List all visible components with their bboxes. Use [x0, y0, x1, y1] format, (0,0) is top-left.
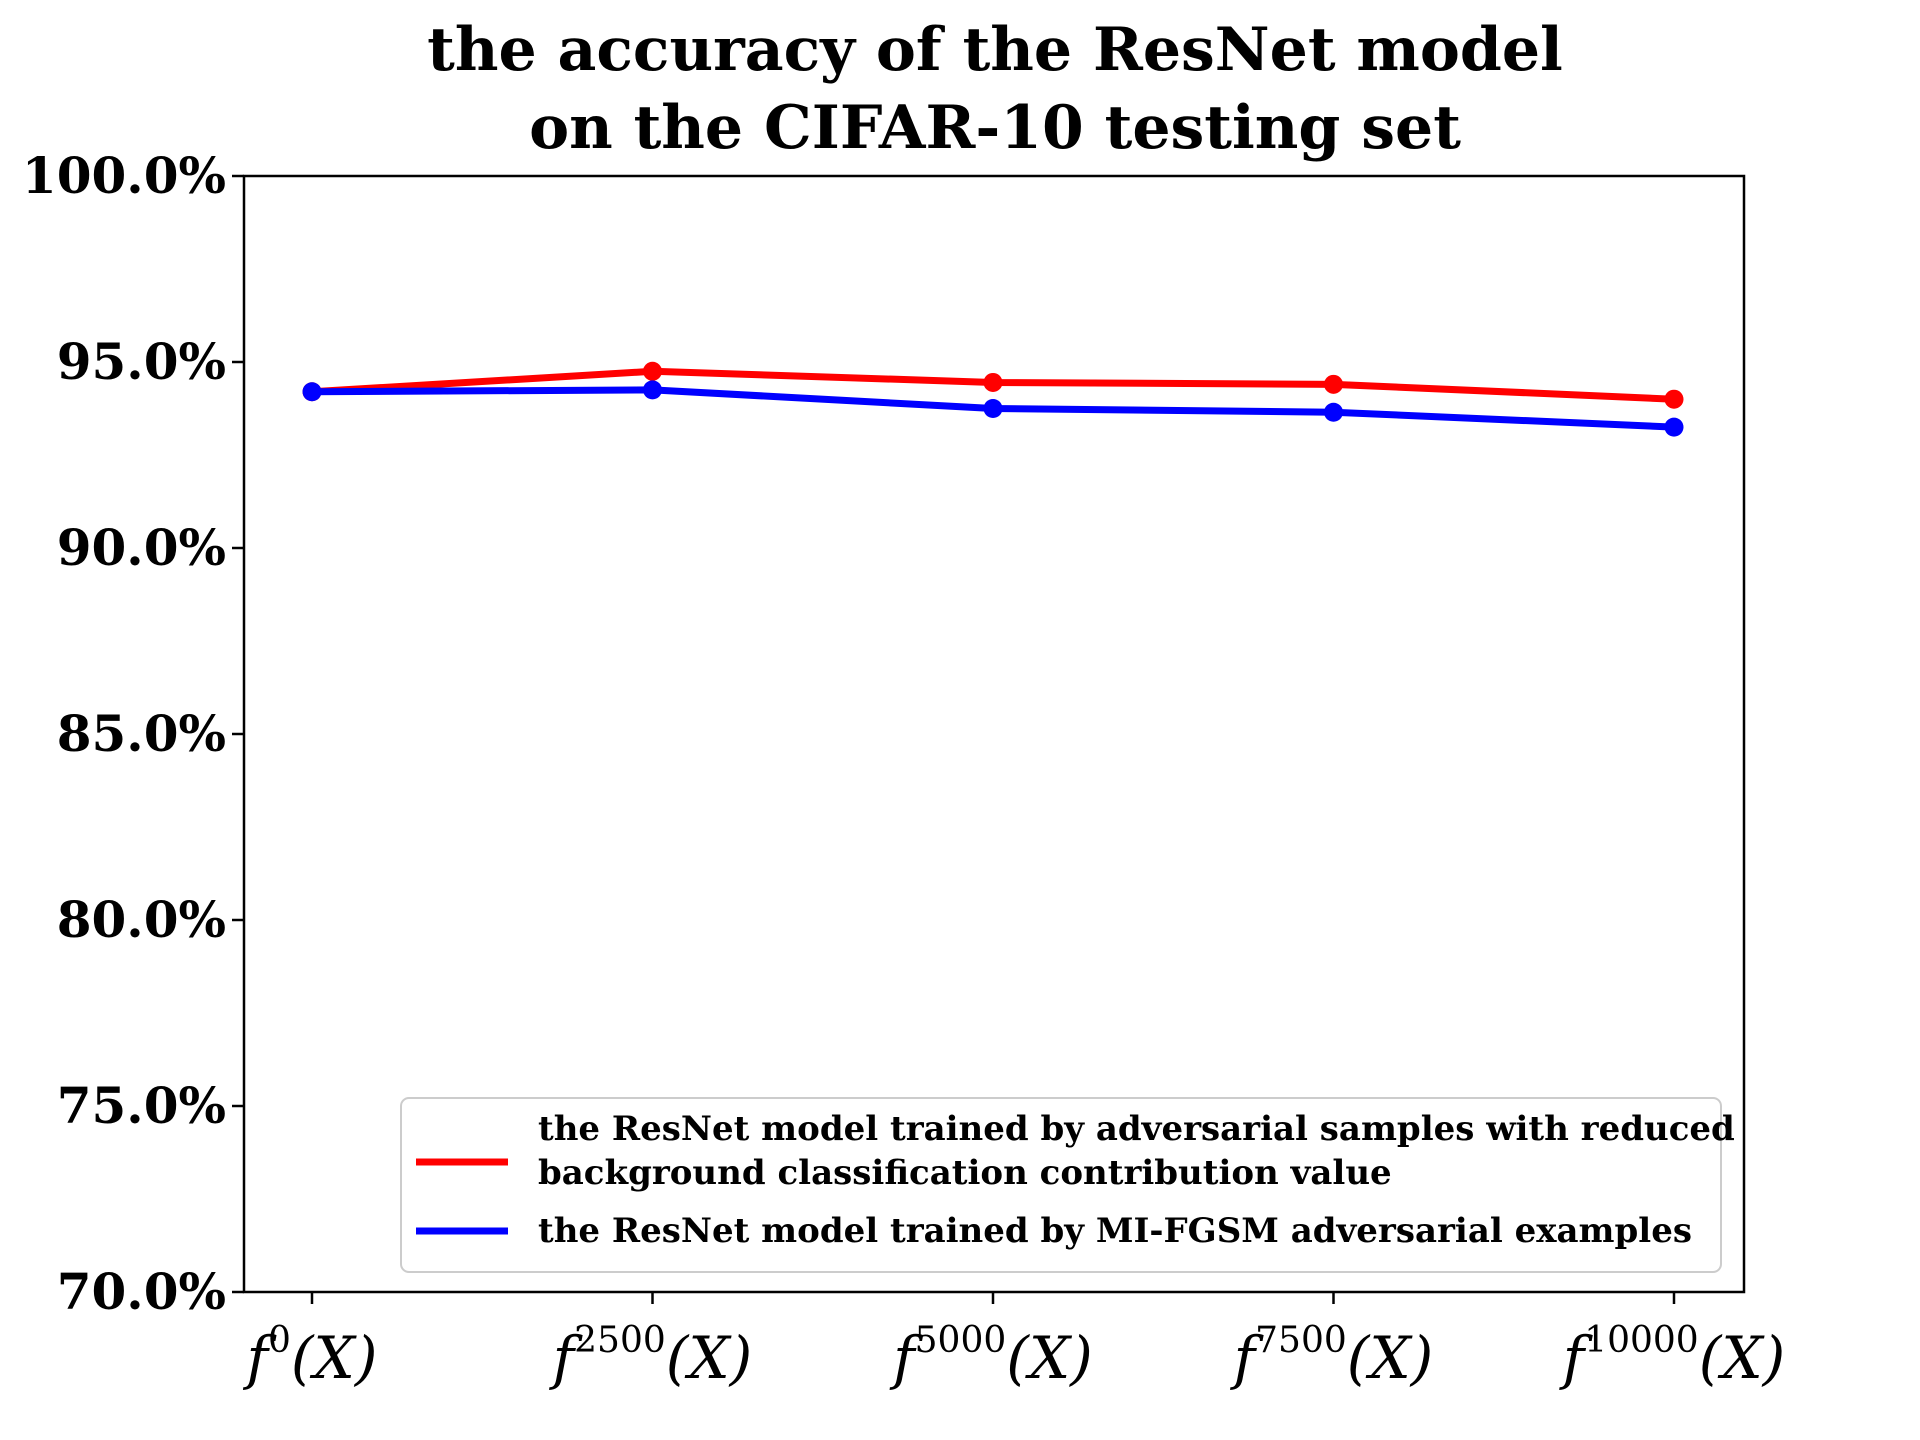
y-tick-label: 85.0%	[57, 704, 226, 763]
chart-title-line-2: on the CIFAR-10 testing set	[529, 93, 1461, 163]
legend-entry-2: the ResNet model trained by MI-FGSM adve…	[416, 1211, 1692, 1251]
x-tick-label: f5000(X)	[889, 1320, 1093, 1392]
series-1	[302, 361, 1684, 409]
y-axis: 70.0% 75.0% 80.0% 85.0% 90.0% 95.0% 100.0%	[22, 146, 244, 1321]
y-tick-label: 75.0%	[57, 1076, 226, 1135]
series-2	[302, 380, 1684, 437]
series-1-point	[1664, 389, 1684, 409]
legend-label-1-line-2: background classification contribution v…	[538, 1153, 1392, 1193]
y-tick-label: 80.0%	[57, 890, 226, 949]
series-2-point	[1664, 417, 1684, 437]
chart-title: the accuracy of the ResNet model on the …	[427, 15, 1563, 163]
x-axis: f0(X) f2500(X) f5000(X) f7500(X) f10000(X)	[243, 1292, 1786, 1392]
legend-label-2-line-1: the ResNet model trained by MI-FGSM adve…	[538, 1211, 1692, 1251]
y-tick-label: 90.0%	[57, 518, 226, 577]
series-2-point	[643, 380, 662, 400]
x-tick-label: f10000(X)	[1559, 1320, 1786, 1392]
legend-entry-1: the ResNet model trained by adversarial …	[416, 1109, 1735, 1193]
y-tick-label: 100.0%	[22, 146, 226, 205]
series-2-point	[983, 399, 1003, 418]
x-tick-label: f7500(X)	[1230, 1320, 1434, 1392]
series-2-point	[302, 382, 322, 402]
series-1-point	[983, 372, 1003, 392]
legend-box	[400, 1097, 1722, 1273]
x-tick-label: f0(X)	[243, 1320, 378, 1392]
series-2-point	[1324, 402, 1343, 422]
series-1-point	[1324, 374, 1343, 394]
series-layer	[302, 361, 1684, 437]
x-tick-label: f2500(X)	[549, 1320, 753, 1392]
y-tick-label: 70.0%	[57, 1262, 226, 1321]
chart-title-line-1: the accuracy of the ResNet model	[427, 15, 1563, 85]
legend: the ResNet model trained by adversarial …	[400, 1097, 1735, 1273]
series-1-point	[643, 361, 662, 381]
legend-label-1-line-1: the ResNet model trained by adversarial …	[538, 1109, 1735, 1149]
y-tick-label: 95.0%	[57, 332, 226, 391]
